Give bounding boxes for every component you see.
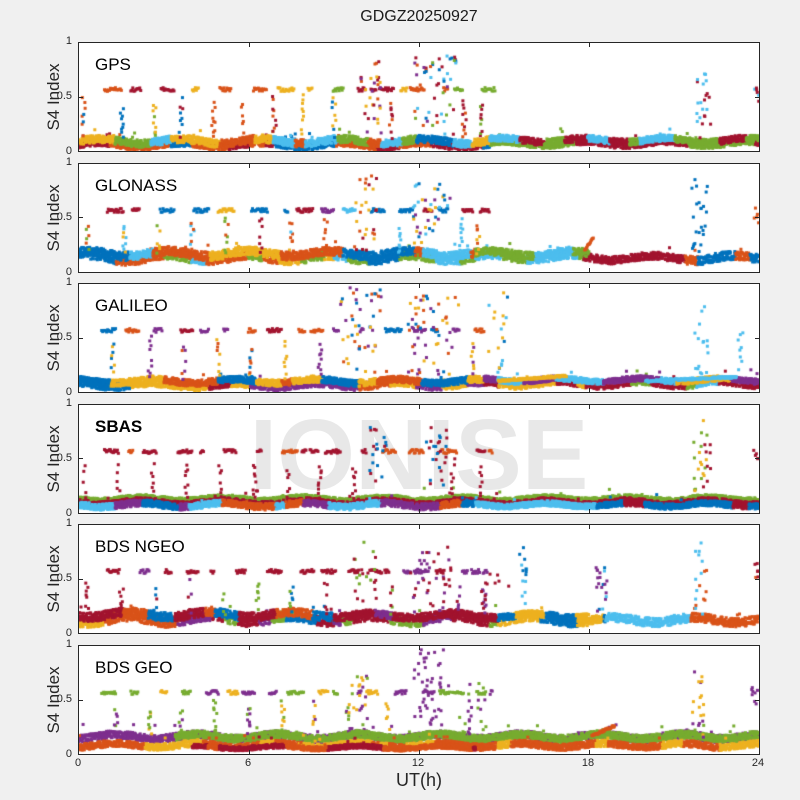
y-tick-label: 1 [65,35,72,47]
tick-mark [418,525,420,530]
x-tick-label: 12 [411,757,425,769]
tick-mark [248,163,250,168]
y-tick-label: 0.5 [56,572,72,585]
tick-mark [418,750,420,754]
tick-mark [248,646,250,650]
tick-mark [588,163,590,168]
panel-label-galileo: GALILEO [95,296,168,316]
tick-mark [79,217,83,219]
tick-mark [418,388,420,393]
tick-mark [248,267,250,272]
subplot-bds-ngeo: BDS NGEO [78,524,760,635]
scatter-canvas-gps [79,43,759,151]
scatter-canvas-bds-ngeo [79,525,759,634]
scatter-canvas-glonass [79,163,759,272]
tick-mark [418,508,420,513]
y-tick-label: 1 [65,517,72,530]
subplot-galileo: GALILEO [78,283,760,394]
y-tick-label: 0 [65,748,72,760]
tick-mark [755,337,759,339]
y-tick-label: 0 [65,386,72,399]
tick-mark [248,629,250,634]
tick-mark [755,578,759,580]
tick-mark [418,646,420,650]
y-tick-label: 0 [65,627,72,640]
tick-mark [248,750,250,754]
tick-mark [588,284,590,289]
x-tick-label: 0 [74,757,82,769]
y-tick-label: 0 [65,265,72,278]
y-tick-label: 1 [65,155,72,168]
y-axis-label: S4 Index [44,304,63,372]
panel-label-sbas: SBAS [95,416,143,436]
x-tick-label: 18 [581,757,595,769]
tick-mark [418,147,420,151]
tick-mark [755,96,759,98]
chart-title: GDGZ20250927 [360,8,478,25]
scatter-canvas-sbas [79,404,759,513]
tick-mark [248,147,250,151]
tick-mark [79,337,83,339]
y-axis-label: S4 Index [44,63,63,131]
panel-label-bds-geo: BDS GEO [95,658,173,677]
subplot-sbas: IONISE SBAS [78,403,760,514]
tick-mark [248,388,250,393]
subplot-glonass: GLONASS [78,162,760,273]
panel-label-glonass: GLONASS [95,175,178,195]
y-tick-label: 0 [65,145,72,157]
tick-mark [755,458,759,460]
subplot-bds-geo: BDS GEO [78,645,760,755]
tick-mark [588,525,590,530]
tick-mark [588,43,590,47]
tick-mark [248,404,250,409]
y-tick-label: 0 [65,506,72,519]
tick-mark [418,267,420,272]
panel-label-bds-ngeo: BDS NGEO [95,537,185,557]
tick-mark [248,43,250,47]
tick-mark [79,458,83,460]
y-axis-label: S4 Index [44,666,63,734]
tick-mark [418,404,420,409]
tick-mark [248,508,250,513]
tick-mark [588,147,590,151]
tick-mark [588,267,590,272]
tick-mark [248,525,250,530]
y-tick-label: 1 [65,396,72,409]
y-axis-label: S4 Index [44,545,63,613]
tick-mark [588,404,590,409]
tick-mark [79,96,83,98]
subplot-gps: GPS [78,42,760,152]
y-axis-label: S4 Index [44,184,63,252]
panel-label-gps: GPS [95,55,131,74]
tick-mark [418,43,420,47]
scatter-canvas-bds-geo [79,646,759,754]
y-tick-label: 0.5 [56,693,72,705]
y-axis-label: S4 Index [44,425,63,493]
tick-mark [588,388,590,393]
y-tick-label: 0.5 [56,90,72,102]
tick-mark [588,646,590,650]
tick-mark [79,699,83,701]
y-tick-label: 0.5 [56,210,72,223]
tick-mark [755,699,759,701]
tick-mark [79,578,83,580]
tick-mark [418,284,420,289]
tick-mark [418,163,420,168]
y-tick-label: 1 [65,638,72,650]
tick-mark [248,284,250,289]
tick-mark [588,750,590,754]
tick-mark [418,629,420,634]
x-tick-label: 6 [244,757,252,769]
y-tick-label: 1 [65,276,72,289]
tick-mark [755,217,759,219]
x-tick-label: 24 [751,757,765,769]
y-tick-label: 0.5 [56,451,72,464]
tick-mark [588,629,590,634]
y-tick-label: 0.5 [56,331,72,344]
x-axis-label: UT(h) [396,770,442,790]
scatter-canvas-galileo [79,284,759,393]
tick-mark [588,508,590,513]
